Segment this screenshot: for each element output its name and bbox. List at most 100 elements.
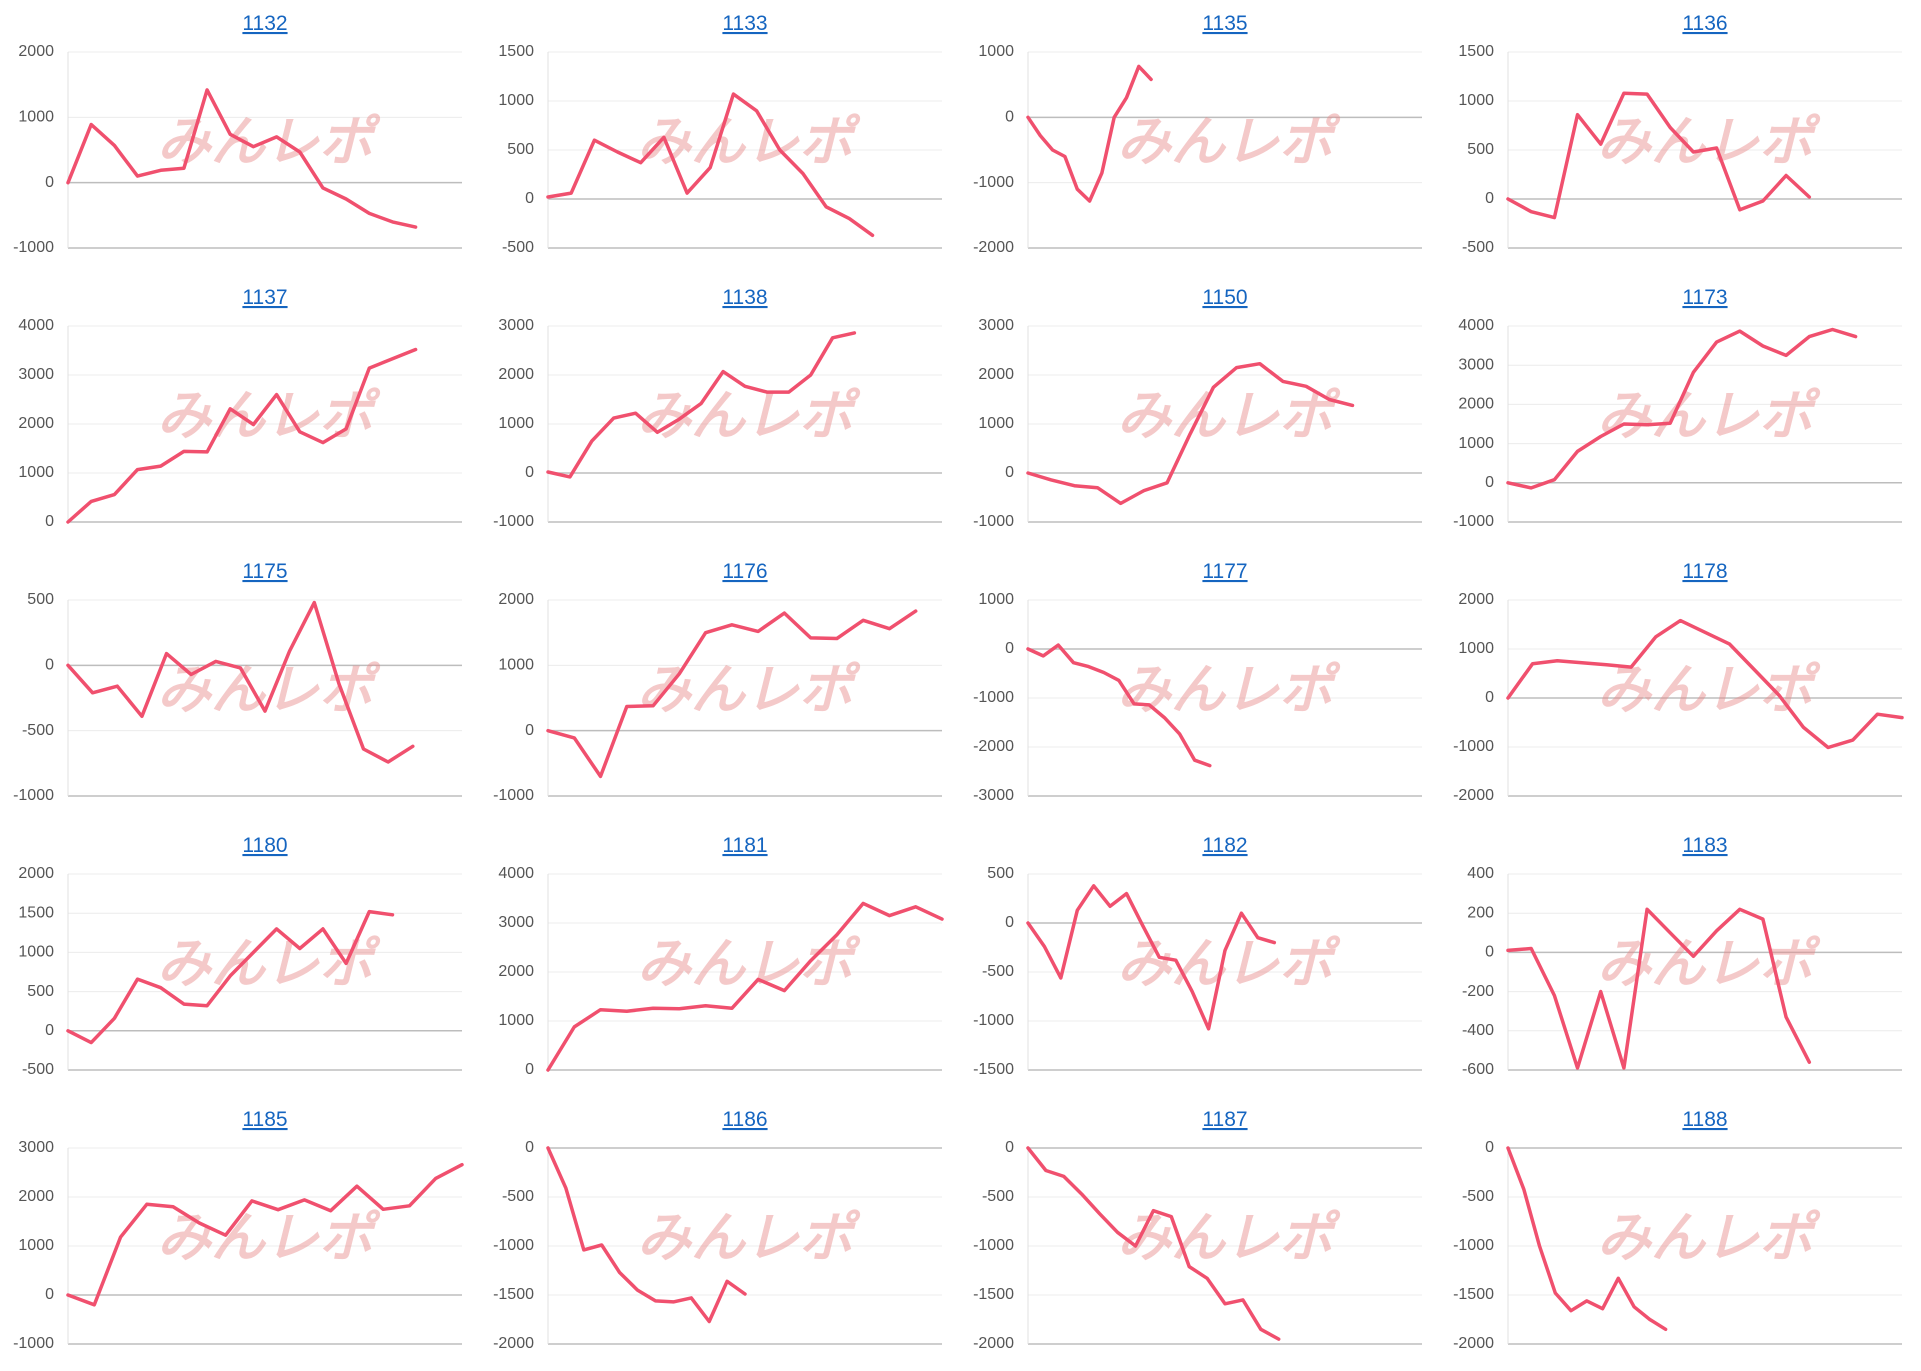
chart-title[interactable]: 1186 (722, 1108, 767, 1131)
y-tick-label: -1000 (13, 787, 54, 804)
chart-panel: 1137 0 1000 2000 3000 4000 みんレポ (18, 286, 462, 530)
y-tick-label: 0 (1005, 640, 1014, 657)
watermark: みんレポ (637, 660, 861, 720)
watermark: みんレポ (157, 386, 381, 446)
y-tick-label: -1000 (1453, 738, 1494, 755)
chart-title[interactable]: 1187 (1202, 1108, 1247, 1131)
y-tick-label: 0 (1485, 190, 1494, 207)
y-tick-label: 2000 (18, 1188, 54, 1205)
watermark: みんレポ (1597, 112, 1821, 172)
chart-title[interactable]: 1177 (1202, 560, 1247, 583)
chart-panel: 1177 -3000 -2000 -1000 0 1000 みんレポ (973, 560, 1422, 804)
chart-panel: 1135 -2000 -1000 0 1000 みんレポ (973, 12, 1422, 256)
chart-title[interactable]: 1138 (722, 286, 767, 309)
chart-panel: 1178 -2000 -1000 0 1000 2000 みんレポ (1453, 560, 1904, 804)
data-line (1026, 643, 1212, 768)
y-tick-label: -1000 (973, 174, 1014, 191)
data-line (1506, 327, 1858, 490)
chart-title[interactable]: 1188 (1682, 1108, 1727, 1131)
y-tick-label: 200 (1467, 904, 1494, 921)
y-tick-label: -1000 (13, 239, 54, 256)
data-line (66, 88, 418, 229)
y-tick-label: -500 (502, 239, 534, 256)
chart-panel: 1175 -1000 -500 0 500 みんレポ (13, 560, 462, 804)
chart-panel: 1150 -1000 0 1000 2000 3000 みんレポ (973, 286, 1422, 530)
data-line (1026, 361, 1355, 506)
data-line (546, 609, 918, 779)
chart-title[interactable]: 1132 (242, 12, 287, 35)
data-line (1506, 907, 1812, 1070)
y-tick-label: -3000 (973, 787, 1014, 804)
y-tick-label: -1000 (13, 1335, 54, 1352)
chart-title[interactable]: 1183 (1682, 834, 1727, 857)
y-tick-label: 3000 (1458, 356, 1494, 373)
y-tick-label: 1000 (1458, 92, 1494, 109)
watermark: みんレポ (1597, 934, 1821, 994)
y-tick-label: -1000 (973, 689, 1014, 706)
chart-title[interactable]: 1133 (722, 12, 767, 35)
y-tick-label: 1500 (498, 43, 534, 60)
y-tick-label: -1000 (493, 513, 534, 530)
y-tick-label: -400 (1462, 1022, 1494, 1039)
y-tick-label: -2000 (973, 239, 1014, 256)
y-tick-label: 0 (1005, 1139, 1014, 1156)
y-tick-label: -1000 (493, 1237, 534, 1254)
chart-title[interactable]: 1136 (1682, 12, 1727, 35)
chart-title[interactable]: 1173 (1682, 286, 1727, 309)
y-tick-label: -500 (982, 963, 1014, 980)
chart-panel: 1133 -500 0 500 1000 1500 みんレポ (498, 12, 942, 256)
chart-title[interactable]: 1185 (242, 1108, 287, 1131)
chart-title[interactable]: 1150 (1202, 286, 1247, 309)
watermark: みんレポ (1117, 1208, 1341, 1268)
chart-title[interactable]: 1175 (242, 560, 287, 583)
y-tick-label: -200 (1462, 983, 1494, 1000)
data-line (1026, 884, 1277, 1031)
chart-panel: 1186 -2000 -1500 -1000 -500 0 みんレポ (493, 1108, 942, 1352)
chart-title[interactable]: 1176 (722, 560, 767, 583)
y-tick-label: 1000 (1458, 435, 1494, 452)
chart-title[interactable]: 1182 (1202, 834, 1247, 857)
chart-title[interactable]: 1178 (1682, 560, 1727, 583)
y-tick-label: 400 (1467, 865, 1494, 882)
chart-title[interactable]: 1180 (242, 834, 287, 857)
y-tick-label: 0 (525, 1061, 534, 1078)
watermark: みんレポ (1117, 386, 1341, 446)
watermark: みんレポ (637, 112, 861, 172)
y-tick-label: 0 (1485, 1139, 1494, 1156)
y-tick-label: -500 (1462, 1188, 1494, 1205)
chart-panel: 1176 -1000 0 1000 2000 みんレポ (493, 560, 942, 804)
y-tick-label: -1000 (1453, 1237, 1494, 1254)
chart-title[interactable]: 1135 (1202, 12, 1247, 35)
y-tick-label: 3000 (498, 914, 534, 931)
y-tick-label: 3000 (978, 317, 1014, 334)
y-tick-label: 1000 (978, 415, 1014, 432)
watermark: みんレポ (1597, 386, 1821, 446)
y-tick-label: -2000 (493, 1335, 534, 1352)
y-tick-label: 0 (525, 722, 534, 739)
y-tick-label: 1000 (18, 109, 54, 126)
y-tick-label: 3000 (18, 1139, 54, 1156)
y-tick-label: 1000 (18, 944, 54, 961)
chart-panel: 1183 -600 -400 -200 0 200 400 みんレポ (1462, 834, 1902, 1078)
chart-title[interactable]: 1181 (722, 834, 767, 857)
y-tick-label: 1000 (978, 43, 1014, 60)
chart-title[interactable]: 1137 (242, 286, 287, 309)
data-line (1506, 91, 1812, 220)
y-tick-label: -2000 (973, 738, 1014, 755)
y-tick-label: 0 (525, 190, 534, 207)
y-tick-label: 0 (1485, 689, 1494, 706)
y-tick-label: 1000 (498, 1012, 534, 1029)
y-tick-label: 500 (1467, 141, 1494, 158)
y-tick-label: 1000 (18, 464, 54, 481)
watermark: みんレポ (1117, 112, 1341, 172)
y-tick-label: -600 (1462, 1061, 1494, 1078)
watermark: みんレポ (637, 934, 861, 994)
y-tick-label: -1000 (973, 1012, 1014, 1029)
data-line (66, 909, 395, 1045)
y-tick-label: 2000 (18, 415, 54, 432)
y-tick-label: 2000 (498, 591, 534, 608)
y-tick-label: -500 (1462, 239, 1494, 256)
